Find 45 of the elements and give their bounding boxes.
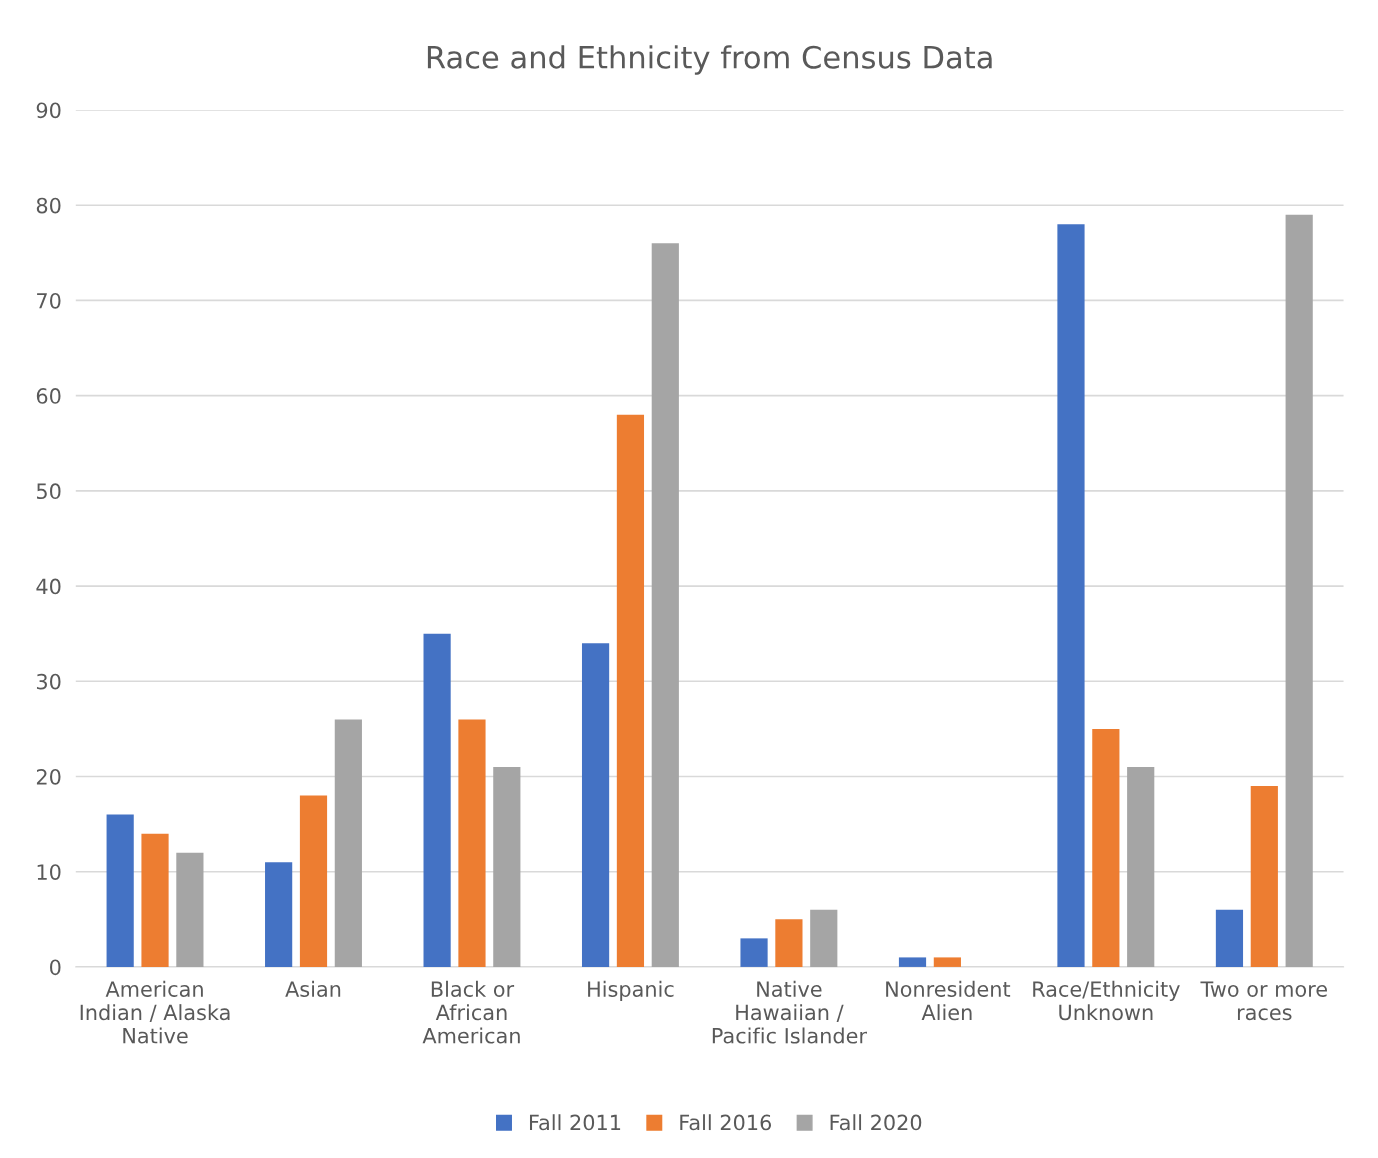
x-tick-label: American Indian / Alaska Native — [80, 980, 230, 1044]
bar — [810, 909, 838, 967]
y-tick-label: 80 — [36, 197, 61, 214]
bar — [141, 833, 169, 967]
x-tick-label: Race/Ethnicity Unknown — [1033, 980, 1180, 1021]
bar — [1127, 766, 1155, 967]
chart-title: Race and Ethnicity from Census Data — [427, 45, 992, 75]
bar — [1092, 728, 1120, 967]
bar — [176, 852, 204, 967]
bar — [299, 795, 328, 967]
bar — [1285, 214, 1313, 967]
x-tick-label: Two or more races — [1200, 981, 1327, 1021]
y-tick-label: 40 — [36, 578, 61, 595]
y-tick-label: 10 — [37, 864, 61, 880]
y-tick-label: 90 — [36, 102, 61, 119]
y-tick-label: 60 — [36, 388, 61, 404]
bar — [423, 633, 451, 967]
y-tick-label: 0 — [50, 959, 61, 976]
bar — [933, 957, 961, 967]
bar — [616, 414, 645, 967]
x-tick-label: Hispanic — [588, 980, 674, 1001]
bar — [651, 243, 679, 967]
bar — [898, 957, 927, 967]
bar — [740, 938, 768, 967]
bar — [493, 766, 521, 967]
bar — [1057, 224, 1085, 967]
x-tick-label: Native Hawaiian / Pacific Islander — [712, 980, 867, 1044]
legend-label: Fall 2016 — [680, 1114, 772, 1131]
legend-label: Fall 2020 — [830, 1114, 922, 1131]
y-tick-label: 70 — [37, 292, 61, 309]
bar — [1250, 786, 1278, 967]
x-tick-label: Nonresident Alien — [886, 980, 1011, 1021]
bar — [334, 719, 362, 967]
y-tick-label: 20 — [36, 768, 61, 785]
legend-label: Fall 2011 — [529, 1114, 621, 1131]
bar — [581, 643, 610, 967]
bar — [106, 814, 134, 967]
y-tick-label: 50 — [37, 483, 61, 500]
bar — [265, 862, 293, 967]
x-tick-label: Black or African American — [422, 980, 520, 1044]
bar — [1215, 909, 1244, 967]
y-tick-label: 30 — [36, 673, 61, 690]
bar — [458, 719, 486, 967]
x-tick-label: Asian — [285, 980, 341, 997]
bar — [775, 919, 803, 967]
